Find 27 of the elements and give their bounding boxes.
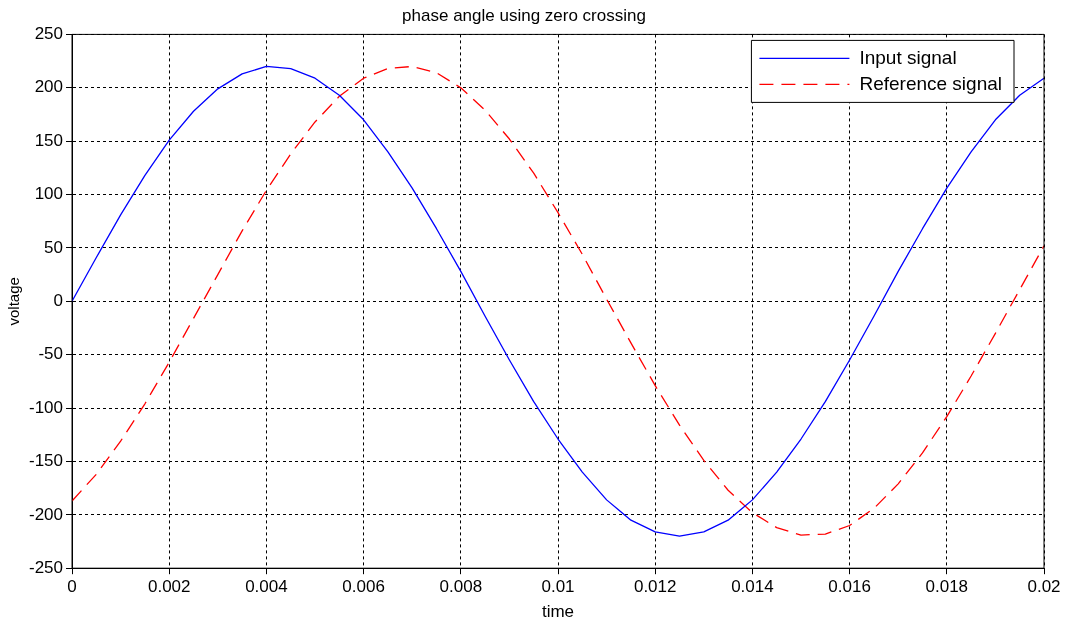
x-tick-label: 0.018 xyxy=(925,577,969,597)
x-tick-label: 0.02 xyxy=(1027,577,1061,597)
y-tick-label: 50 xyxy=(44,237,64,257)
x-axis-title: time xyxy=(541,602,575,622)
y-tick-label: -100 xyxy=(28,397,64,417)
y-tick-label: 200 xyxy=(34,77,64,97)
x-tick-label: 0.006 xyxy=(342,577,385,597)
y-tick-label: 150 xyxy=(34,130,64,150)
chart-title: phase angle using zero crossing xyxy=(402,5,646,25)
y-tick-label: 250 xyxy=(34,24,64,44)
y-tick-label: -250 xyxy=(28,557,64,577)
y-tick-label: 0 xyxy=(53,290,64,310)
x-tick-label: 0.016 xyxy=(828,577,871,597)
y-tick-label: -200 xyxy=(28,504,64,524)
y-tick-label: -150 xyxy=(28,451,64,471)
x-tick-label: 0 xyxy=(67,577,77,597)
legend-label: Input signal xyxy=(859,46,957,68)
x-tick-label: 0.002 xyxy=(147,577,191,597)
y-tick-label: 100 xyxy=(34,184,64,204)
x-tick-label: 0.008 xyxy=(439,577,483,597)
x-tick-label: 0.014 xyxy=(731,577,774,597)
x-tick-label: 0.01 xyxy=(541,577,575,597)
y-tick-label: -50 xyxy=(38,344,64,364)
x-tick-label: 0.012 xyxy=(633,577,677,597)
x-tick-label: 0.004 xyxy=(245,577,288,597)
legend-label: Reference signal xyxy=(859,72,1003,94)
y-axis-title: voltage xyxy=(5,277,23,326)
